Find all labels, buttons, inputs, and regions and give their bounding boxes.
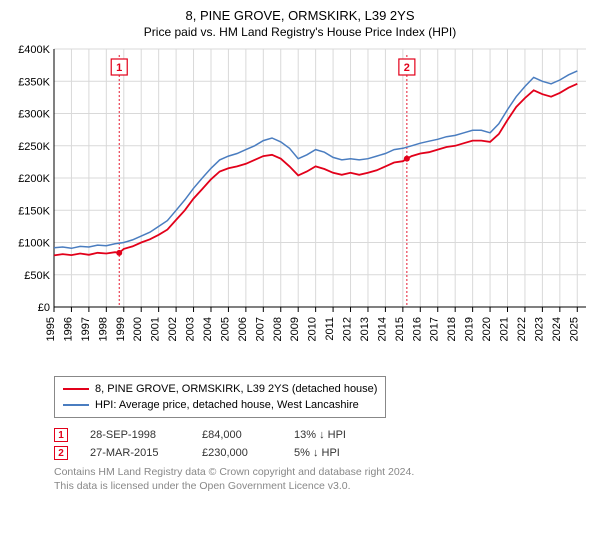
chart-title: 8, PINE GROVE, ORMSKIRK, L39 2YS <box>10 8 590 23</box>
marker-row: 2 27-MAR-2015 £230,000 5% ↓ HPI <box>54 446 590 460</box>
marker-date: 28-SEP-1998 <box>90 429 180 441</box>
marker-badge: 2 <box>54 446 68 460</box>
svg-text:£50K: £50K <box>24 270 50 282</box>
svg-text:2003: 2003 <box>185 317 197 341</box>
svg-text:2009: 2009 <box>289 317 301 341</box>
svg-text:1998: 1998 <box>97 317 109 341</box>
svg-text:2013: 2013 <box>359 317 371 341</box>
svg-text:£100K: £100K <box>18 238 50 250</box>
svg-text:1: 1 <box>116 62 122 74</box>
marker-delta: 5% ↓ HPI <box>294 447 340 459</box>
svg-text:£300K: £300K <box>18 109 50 121</box>
svg-text:2008: 2008 <box>272 317 284 341</box>
svg-text:2006: 2006 <box>237 317 249 341</box>
legend-box: 8, PINE GROVE, ORMSKIRK, L39 2YS (detach… <box>54 376 386 418</box>
svg-text:1996: 1996 <box>62 317 74 341</box>
chart-container: 8, PINE GROVE, ORMSKIRK, L39 2YS Price p… <box>0 0 600 499</box>
marker-date: 27-MAR-2015 <box>90 447 180 459</box>
svg-text:1995: 1995 <box>45 317 57 341</box>
footnote: Contains HM Land Registry data © Crown c… <box>54 466 590 493</box>
legend-label: 8, PINE GROVE, ORMSKIRK, L39 2YS (detach… <box>95 381 377 397</box>
marker-delta: 13% ↓ HPI <box>294 429 346 441</box>
svg-text:2020: 2020 <box>481 317 493 341</box>
svg-text:2019: 2019 <box>464 317 476 341</box>
legend-label: HPI: Average price, detached house, West… <box>95 397 359 413</box>
svg-text:2016: 2016 <box>411 317 423 341</box>
svg-text:2: 2 <box>404 62 410 74</box>
footnote-line: Contains HM Land Registry data © Crown c… <box>54 466 590 480</box>
legend-row: 8, PINE GROVE, ORMSKIRK, L39 2YS (detach… <box>63 381 377 397</box>
marker-row: 1 28-SEP-1998 £84,000 13% ↓ HPI <box>54 428 590 442</box>
svg-text:2021: 2021 <box>499 317 511 341</box>
svg-text:2014: 2014 <box>376 317 388 341</box>
footnote-line: This data is licensed under the Open Gov… <box>54 480 590 494</box>
marker-badge: 1 <box>54 428 68 442</box>
svg-text:£350K: £350K <box>18 76 50 88</box>
svg-text:2011: 2011 <box>324 317 336 341</box>
chart-plot: £0 £50K £100K £150K £200K £250K £300K £350K £400… <box>10 45 590 370</box>
legend-swatch <box>63 388 89 390</box>
legend-swatch <box>63 404 89 406</box>
svg-text:2004: 2004 <box>202 317 214 341</box>
svg-text:2005: 2005 <box>219 317 231 341</box>
legend-row: HPI: Average price, detached house, West… <box>63 397 377 413</box>
svg-text:2023: 2023 <box>533 317 545 341</box>
svg-text:2022: 2022 <box>516 317 528 341</box>
svg-text:2025: 2025 <box>568 317 580 341</box>
svg-text:£0: £0 <box>38 302 50 314</box>
svg-text:1999: 1999 <box>115 317 127 341</box>
svg-text:2000: 2000 <box>132 317 144 341</box>
svg-text:£150K: £150K <box>18 205 50 217</box>
svg-text:2015: 2015 <box>394 317 406 341</box>
svg-text:2007: 2007 <box>254 317 266 341</box>
svg-text:£250K: £250K <box>18 141 50 153</box>
svg-text:2010: 2010 <box>307 317 319 341</box>
chart-subtitle: Price paid vs. HM Land Registry's House … <box>10 25 590 39</box>
svg-text:£200K: £200K <box>18 173 50 185</box>
svg-text:1997: 1997 <box>80 317 92 341</box>
svg-text:2017: 2017 <box>429 317 441 341</box>
marker-price: £230,000 <box>202 447 272 459</box>
svg-text:2012: 2012 <box>342 317 354 341</box>
marker-table: 1 28-SEP-1998 £84,000 13% ↓ HPI 2 27-MAR-2015… <box>54 428 590 460</box>
svg-text:2002: 2002 <box>167 317 179 341</box>
svg-text:2018: 2018 <box>446 317 458 341</box>
svg-text:£400K: £400K <box>18 45 50 56</box>
svg-text:2024: 2024 <box>551 317 563 341</box>
marker-price: £84,000 <box>202 429 272 441</box>
svg-text:2001: 2001 <box>150 317 162 341</box>
